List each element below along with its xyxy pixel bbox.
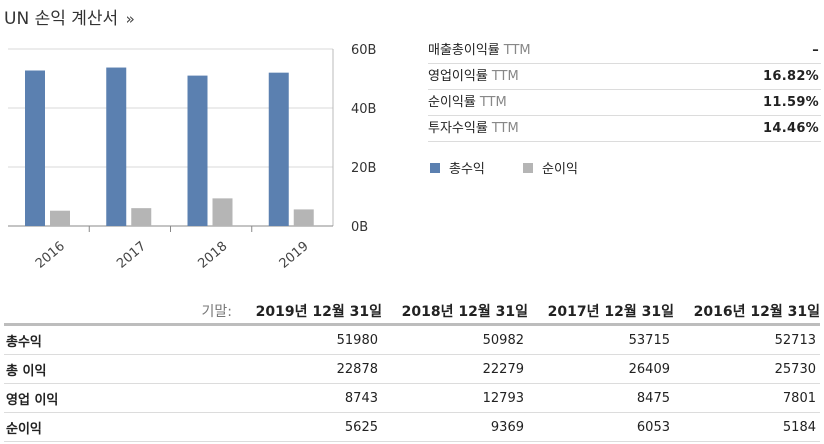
table-cell: 5184: [782, 419, 816, 435]
y-tick-label: 0B: [351, 220, 368, 235]
legend-swatch: [430, 162, 440, 173]
ratio-row-net-margin: 순이익률 TTM 11.59%: [428, 90, 821, 116]
row-label: 영업 이익: [6, 392, 59, 408]
income-table: 기말: 2019년 12월 31일 2018년 12월 31일 2017년 12…: [4, 298, 820, 442]
table-row: 영업 이익 8743 12793 8475 7801: [4, 384, 820, 413]
bar-revenue: [268, 72, 289, 226]
ratio-row-roi: 투자수익률 TTM 14.46%: [428, 116, 821, 142]
ratio-value: 16.82%: [763, 69, 819, 84]
revenue-chart: 0B 20B 40B 60B 2016 2017 2018 2019: [8, 43, 376, 272]
legend-swatch: [523, 162, 534, 173]
table-cell: 5625: [344, 419, 378, 435]
y-tick-label: 20B: [351, 161, 376, 176]
table-cell: 8475: [636, 390, 670, 406]
row-label: 순이익: [6, 421, 42, 437]
table-row: 총 이익 22878 22279 26409 25730: [4, 355, 820, 384]
legend-item-revenue: 총수익: [430, 158, 485, 177]
bar-revenue: [25, 70, 45, 227]
page-title[interactable]: UN 손익 계산서 »: [4, 4, 135, 29]
row-label: 총 이익: [6, 363, 47, 379]
table-cell: 51980: [336, 332, 378, 348]
bar-revenue: [187, 75, 208, 226]
period-label: 기말:: [201, 303, 232, 320]
y-tick-label: 40B: [351, 102, 376, 117]
table-cell: 26409: [628, 361, 670, 377]
x-tick-label: 2016: [33, 239, 68, 272]
ratio-value: 14.46%: [763, 121, 819, 136]
ratio-list: 매출총이익률 TTM – 영업이익률 TTM 16.82% 순이익률 TTM 11.5…: [428, 38, 821, 142]
page-title-text: UN 손익 계산서: [4, 9, 119, 29]
column-header: 2016년 12월 31일: [693, 303, 820, 320]
table-cell: 22279: [482, 361, 524, 377]
table-cell: 9369: [490, 419, 524, 435]
ratio-value: 11.59%: [763, 95, 819, 110]
table-row: 순이익 5625 9369 6053 5184: [4, 413, 820, 442]
x-tick-label: 2018: [195, 239, 230, 272]
legend-label: 총수익: [449, 162, 485, 177]
bar-net-income: [50, 210, 70, 226]
table-cell: 53715: [628, 332, 670, 348]
ratio-row-gross-margin: 매출총이익률 TTM –: [428, 38, 821, 64]
column-header: 2019년 12월 31일: [255, 303, 382, 320]
chevron-right-icon: »: [125, 10, 135, 28]
y-tick-label: 60B: [351, 43, 376, 58]
ratio-row-operating-margin: 영업이익률 TTM 16.82%: [428, 64, 821, 90]
table-cell: 8743: [344, 390, 378, 406]
table-cell: 25730: [774, 361, 816, 377]
ratio-label: 매출총이익률 TTM: [428, 43, 531, 58]
bar-revenue: [106, 67, 127, 227]
chart-legend: 총수익 순이익: [430, 158, 612, 177]
table-cell: 12793: [482, 390, 524, 406]
table-cell: 50982: [482, 332, 524, 348]
ratio-label: 투자수익률 TTM: [428, 121, 519, 136]
legend-label: 순이익: [542, 162, 578, 177]
table-row: 총수익 51980 50982 53715 52713: [4, 326, 820, 355]
table-cell: 52713: [774, 332, 816, 348]
x-tick-label: 2017: [114, 239, 149, 272]
table-cell: 6053: [636, 419, 670, 435]
x-tick-label: 2019: [277, 239, 312, 272]
bar-net-income: [212, 198, 233, 226]
table-header: 기말: 2019년 12월 31일 2018년 12월 31일 2017년 12…: [4, 298, 820, 326]
column-header: 2017년 12월 31일: [547, 303, 674, 320]
table-cell: 22878: [336, 361, 378, 377]
ratio-label: 영업이익률 TTM: [428, 69, 519, 84]
bar-net-income: [293, 209, 314, 226]
table-cell: 7801: [782, 390, 816, 406]
ratio-label: 순이익률 TTM: [428, 95, 507, 110]
legend-item-net-income: 순이익: [523, 158, 578, 177]
bar-net-income: [131, 208, 152, 226]
row-label: 총수익: [6, 334, 42, 350]
column-header: 2018년 12월 31일: [401, 303, 528, 320]
ratio-value: –: [812, 43, 819, 58]
